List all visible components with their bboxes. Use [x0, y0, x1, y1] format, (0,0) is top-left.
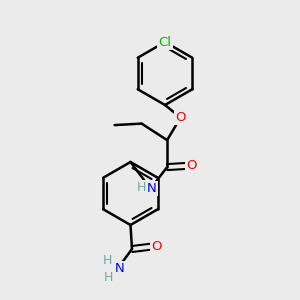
Text: O: O	[175, 111, 186, 124]
Text: N: N	[115, 262, 124, 275]
Text: H: H	[103, 271, 113, 284]
Text: O: O	[152, 239, 162, 253]
Text: H: H	[137, 181, 146, 194]
Text: Cl: Cl	[158, 35, 172, 49]
Text: N: N	[147, 182, 157, 195]
Text: H: H	[103, 254, 112, 268]
Text: O: O	[187, 159, 197, 172]
